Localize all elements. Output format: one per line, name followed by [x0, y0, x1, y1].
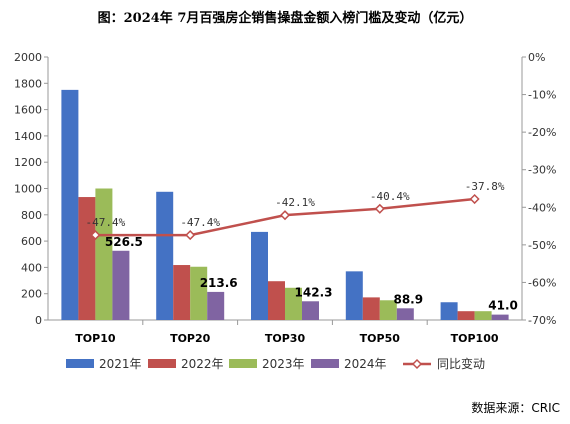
line-point: [374, 203, 385, 214]
category-labels: TOP10 TOP20 TOP30 TOP50 TOP100: [75, 320, 499, 345]
legend-line-marker: [411, 358, 423, 370]
left-tick-label: 600: [21, 235, 42, 248]
line-series: -47.4% -47.4% -42.1% -40.4% -37.8%: [86, 180, 505, 241]
line-point: [279, 210, 291, 221]
bars: [48, 89, 522, 321]
category-label: TOP50: [360, 332, 401, 345]
left-axis: 0 200 400 600 800 1000 1200 1400 1600 1800 2000: [14, 51, 49, 327]
bar-data-label: 142.3: [295, 285, 333, 299]
bar-data-label: 526.5: [105, 235, 143, 249]
left-tick-label: 800: [21, 209, 42, 222]
legend-label: 2024年: [344, 357, 387, 371]
bar: [268, 281, 285, 320]
bar-data-labels: 526.5 213.6 142.3 88.9 41.0: [105, 235, 518, 313]
legend-label: 同比变动: [437, 356, 485, 371]
bar: [440, 302, 458, 320]
line-point-label: -47.4%: [86, 216, 126, 229]
legend-label: 2021年: [99, 357, 142, 371]
legend-swatch: [229, 359, 257, 368]
legend-label: 2022年: [181, 357, 224, 371]
bar: [173, 265, 191, 320]
right-tick-label: -10%: [528, 89, 556, 102]
bar: [379, 300, 397, 320]
bar: [207, 291, 225, 320]
line-point: [90, 230, 101, 241]
bar: [190, 266, 208, 320]
bar: [362, 297, 380, 320]
left-tick-label: 400: [21, 261, 42, 274]
legend-swatch: [148, 359, 176, 368]
bar: [78, 197, 96, 320]
bar: [302, 301, 319, 320]
left-tick-label: 1400: [14, 130, 42, 143]
bar: [95, 188, 113, 320]
line-point: [469, 193, 480, 205]
category-label: TOP20: [170, 332, 211, 345]
bar: [61, 89, 79, 320]
bar: [285, 287, 302, 320]
bar: [345, 271, 363, 320]
line-point-label: -37.8%: [465, 180, 505, 193]
category-label: TOP100: [451, 332, 499, 345]
source-note: 数据来源：CRIC: [471, 400, 560, 415]
legend-swatch: [66, 359, 94, 368]
legend: 2021年 2022年 2023年 2024年 同比变动: [66, 356, 485, 371]
left-tick-label: 1000: [14, 183, 42, 196]
line-point: [185, 230, 196, 241]
bar: [112, 250, 130, 320]
right-tick-label: -50%: [528, 239, 556, 252]
left-tick-label: 2000: [14, 51, 42, 64]
right-tick-label: -40%: [528, 201, 556, 214]
line-point-label: -40.4%: [370, 190, 410, 203]
right-tick-label: -20%: [528, 126, 556, 139]
category-label: TOP10: [75, 332, 116, 345]
line-point-label: -47.4%: [180, 216, 220, 229]
right-axis: 0% -10% -20% -30% -40% -50% -60% -70%: [521, 51, 556, 327]
right-tick-label: -60%: [528, 276, 556, 289]
bar-data-label: 213.6: [200, 276, 238, 290]
right-tick-label: -30%: [528, 164, 556, 177]
left-tick-label: 1800: [14, 77, 42, 90]
legend-label: 2023年: [262, 357, 305, 371]
left-tick-label: 0: [35, 314, 42, 327]
right-tick-label: -70%: [528, 314, 556, 327]
bar: [251, 231, 268, 320]
right-tick-label: 0%: [528, 51, 545, 64]
bar: [491, 314, 509, 320]
bar: [396, 308, 414, 320]
left-tick-label: 200: [21, 288, 42, 301]
left-tick-label: 1600: [14, 104, 42, 117]
bar: [474, 311, 492, 320]
chart-title: 图：2024年 7月百强房企销售操盘金额入榜门槛及变动（亿元）: [98, 10, 473, 26]
bar: [156, 191, 174, 320]
bar-data-label: 41.0: [488, 299, 518, 313]
category-label: TOP30: [265, 332, 306, 345]
left-tick-label: 1200: [14, 156, 42, 169]
bar: [457, 311, 475, 320]
line-point-label: -42.1%: [275, 196, 315, 209]
legend-swatch: [311, 359, 339, 368]
bar-data-label: 88.9: [393, 292, 423, 306]
